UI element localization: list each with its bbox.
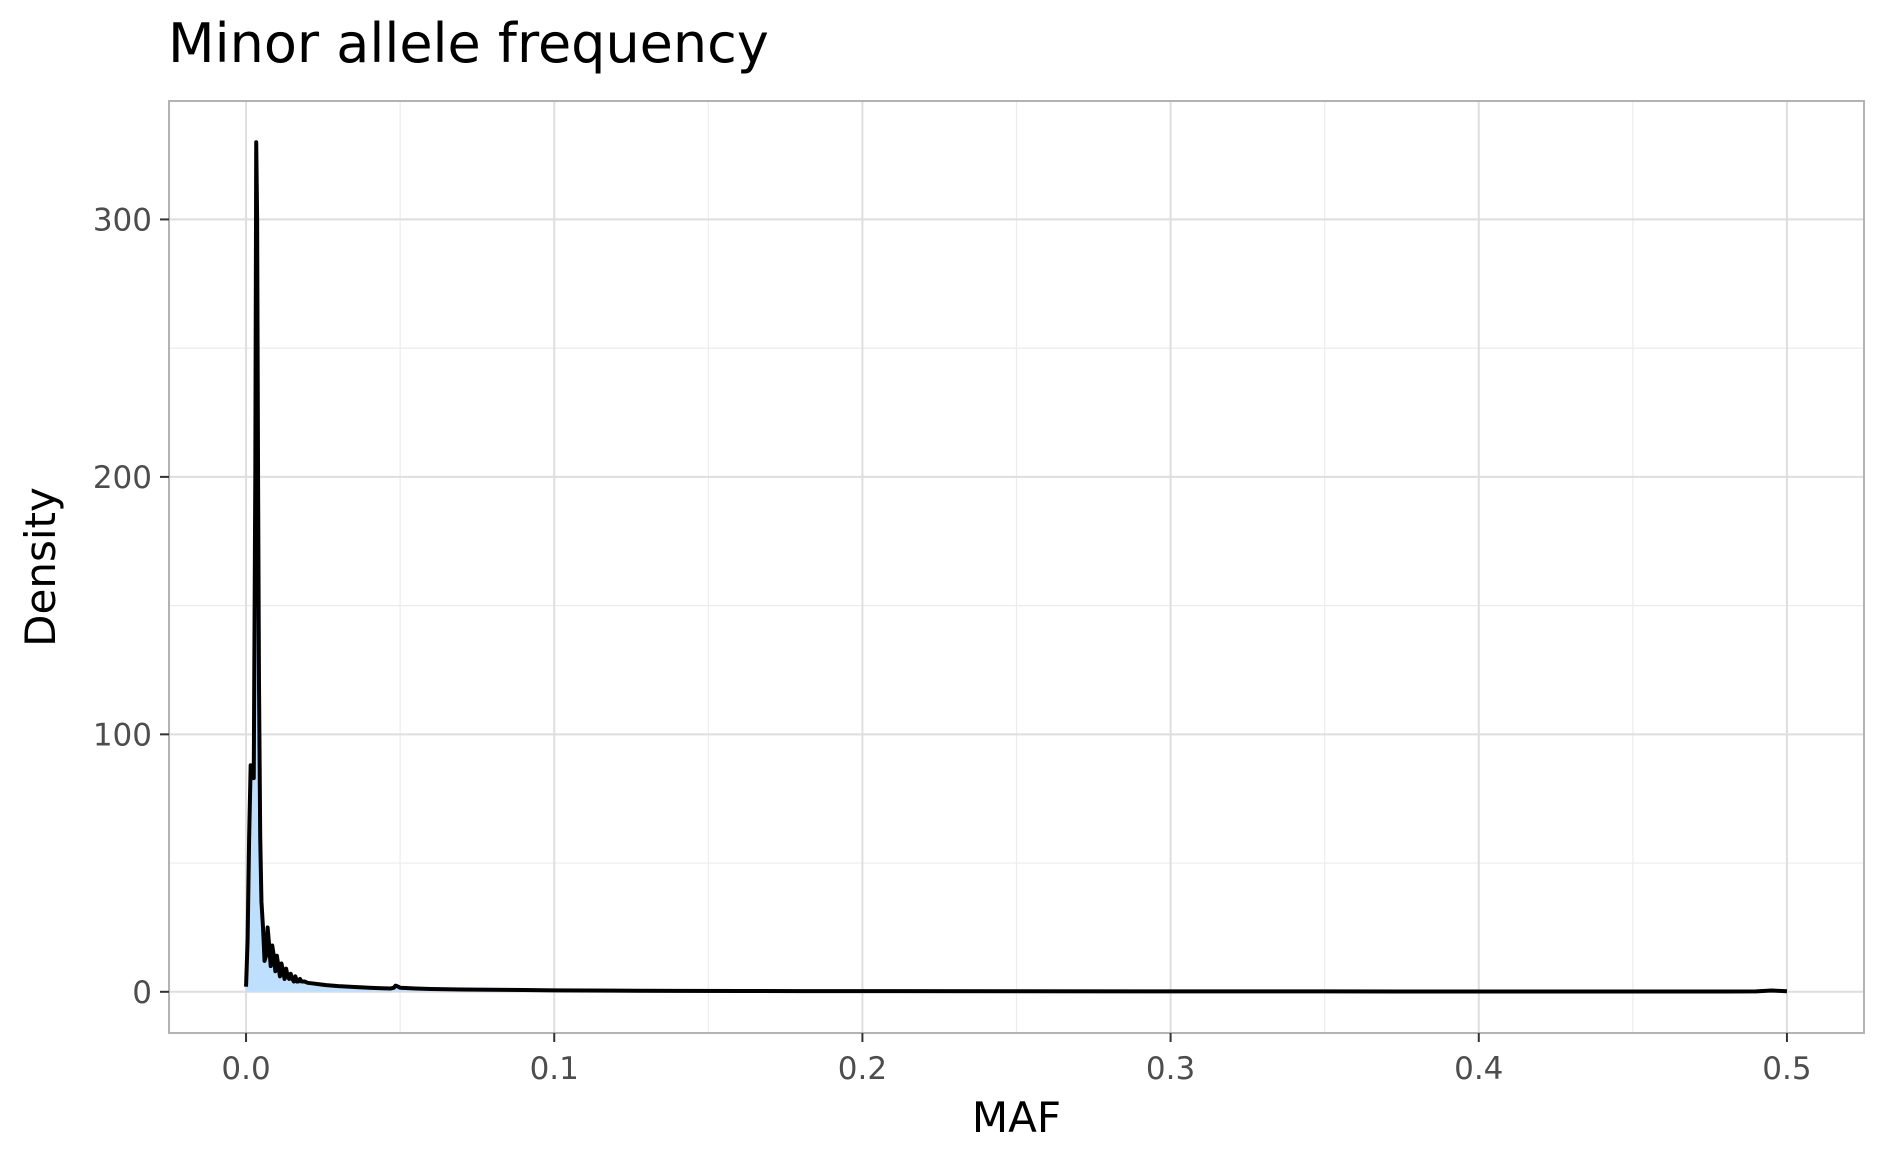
x-tick-label: 0.1: [530, 1051, 579, 1087]
y-tick-label: 100: [93, 717, 152, 753]
x-axis-label: MAF: [972, 1093, 1061, 1142]
x-axis-ticks: 0.0 0.1 0.2 0.3 0.4 0.5: [221, 1033, 1812, 1087]
y-axis-ticks: 0 100 200 300: [93, 202, 169, 1011]
x-tick-label: 0.4: [1454, 1051, 1503, 1087]
x-tick-label: 0.5: [1762, 1051, 1811, 1087]
y-tick-label: 200: [93, 460, 152, 496]
x-tick-label: 0.0: [221, 1051, 270, 1087]
y-tick-label: 0: [132, 975, 152, 1011]
x-tick-label: 0.3: [1146, 1051, 1195, 1087]
plot-panel-border: [168, 100, 1865, 1034]
x-tick-label: 0.2: [838, 1051, 887, 1087]
y-tick-label: 300: [93, 202, 152, 238]
density-curve-line: [244, 140, 1788, 994]
chart-title: Minor allele frequency: [168, 12, 769, 75]
minor-gridlines: [169, 101, 1864, 1033]
y-axis-label: Density: [16, 487, 65, 647]
